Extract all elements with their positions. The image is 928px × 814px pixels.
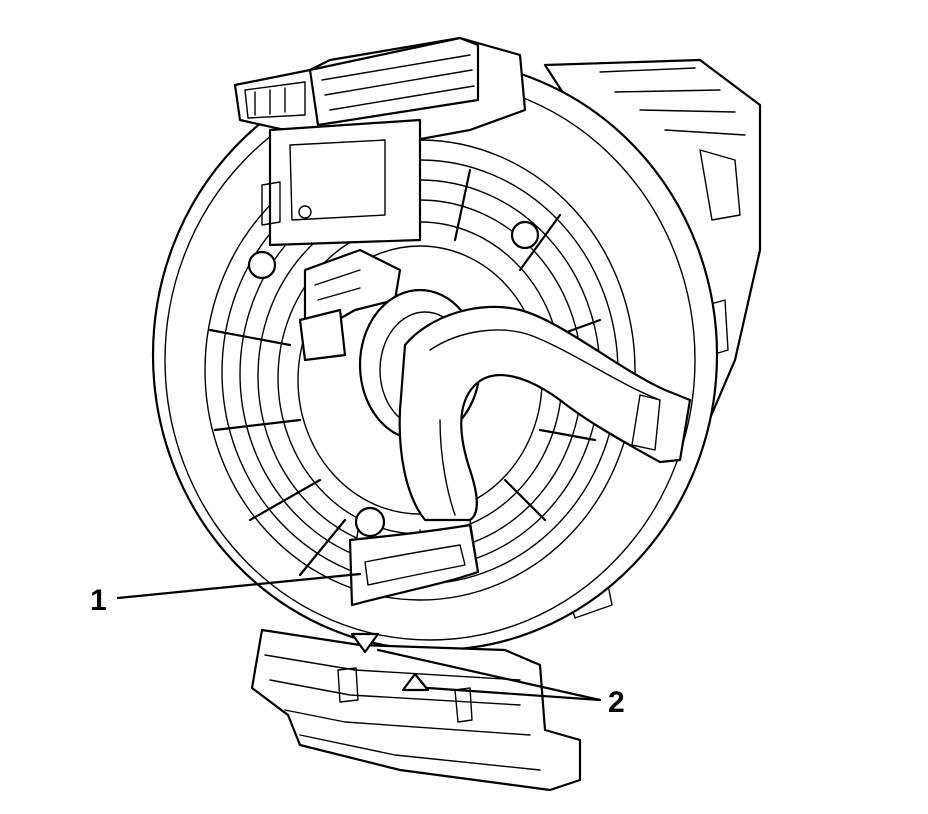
leader-line-1 [116,572,362,600]
leader-lines [116,572,602,702]
locator-bumps [247,220,540,538]
alignment-triangle-down [350,632,380,654]
leader-line-2a [376,648,602,702]
callout-1-target [348,523,480,607]
bottom-connector [250,628,582,792]
callout-label-1: 1 [90,584,107,617]
top-connector [233,36,527,247]
callout-label-2: 2 [608,686,625,719]
leader-line-2b [426,686,602,702]
alignment-marks [350,632,430,692]
locking-arm [398,305,692,522]
alignment-triangle-up [401,672,430,692]
